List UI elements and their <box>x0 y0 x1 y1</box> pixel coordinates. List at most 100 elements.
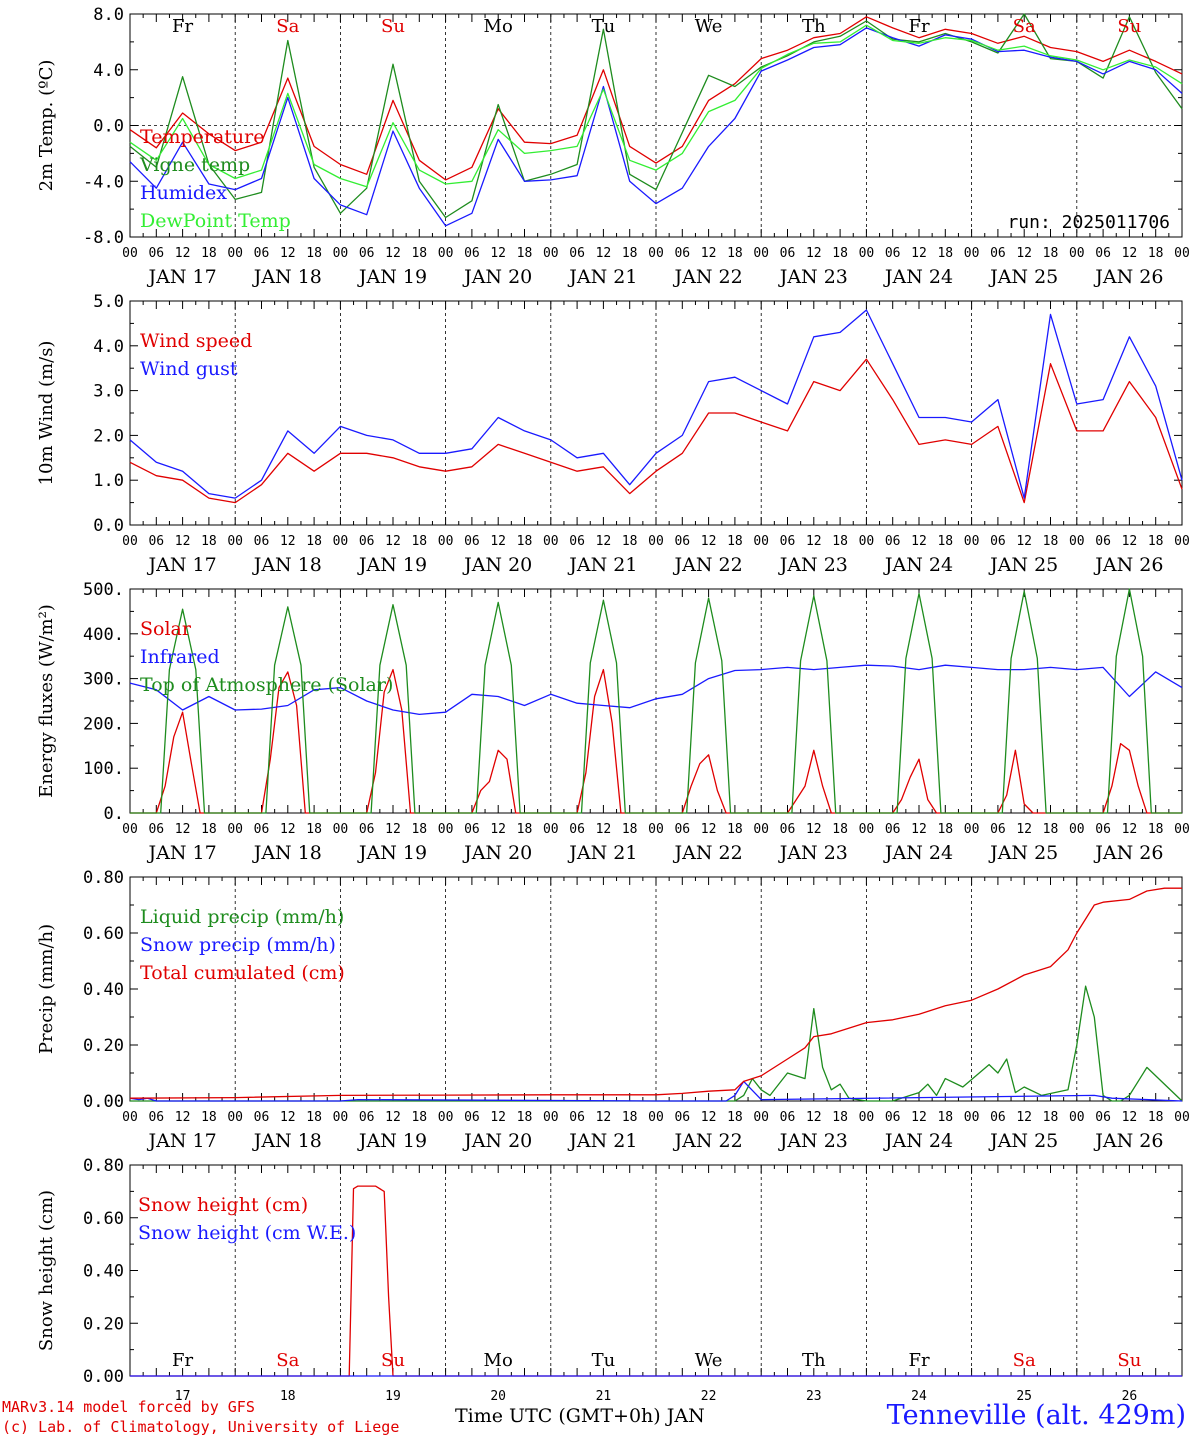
hour-tick-label: 00 <box>1069 534 1085 549</box>
day-number: 18 <box>280 1389 296 1400</box>
hour-tick-label: 18 <box>937 1110 953 1125</box>
hour-tick-label: 06 <box>674 822 690 837</box>
date-label: JAN 26 <box>1093 842 1163 864</box>
hour-tick-label: 00 <box>333 1110 349 1125</box>
hour-tick-label: 18 <box>622 246 638 261</box>
hour-tick-label: 12 <box>701 246 717 261</box>
hour-tick-label: 12 <box>280 1110 296 1125</box>
hour-tick-label: 18 <box>727 246 743 261</box>
hour-tick-label: 00 <box>753 1110 769 1125</box>
hour-tick-label: 18 <box>832 246 848 261</box>
series-line <box>129 309 1183 499</box>
panel-frame <box>129 300 1183 526</box>
hour-tick-label: 18 <box>517 822 533 837</box>
hour-tick-label: 06 <box>1095 822 1111 837</box>
hour-tick-label: 00 <box>122 534 138 549</box>
hour-tick-label: 18 <box>832 534 848 549</box>
day-abbr: Tu <box>592 16 616 37</box>
hour-tick-label: 00 <box>438 246 454 261</box>
hour-tick-label: 06 <box>464 534 480 549</box>
hour-tick-label: 00 <box>543 246 559 261</box>
hour-tick-label: 06 <box>1095 1110 1111 1125</box>
day-abbr: Fr <box>172 1350 193 1371</box>
day-abbr: We <box>695 1350 723 1371</box>
date-label: JAN 23 <box>778 554 848 576</box>
hour-tick-label: 18 <box>832 822 848 837</box>
legend-entry: Temperature <box>140 126 264 148</box>
hour-tick-label: 12 <box>385 1110 401 1125</box>
hour-tick-label: 00 <box>964 1110 980 1125</box>
hour-tick-label: 06 <box>885 1110 901 1125</box>
hour-tick-label: 00 <box>438 534 454 549</box>
hour-tick-label: 06 <box>359 246 375 261</box>
date-label: JAN 22 <box>673 554 743 576</box>
legend-entry: Liquid precip (mm/h) <box>140 906 344 928</box>
date-label: JAN 17 <box>147 266 217 288</box>
hour-tick-label: 06 <box>569 1110 585 1125</box>
hour-tick-label: 18 <box>306 1110 322 1125</box>
y-tick-label: 100. <box>83 759 124 779</box>
hour-tick-label: 06 <box>990 822 1006 837</box>
y-tick-label: -4.0 <box>83 172 124 192</box>
series-line <box>129 24 1183 188</box>
y-tick-label: 0.0 <box>93 516 124 536</box>
date-label: JAN 17 <box>147 842 217 864</box>
y-axis-label: Snow height (cm) <box>36 1190 57 1351</box>
y-tick-label: 0.20 <box>83 1314 124 1334</box>
lab-credit: (c) Lab. of Climatology, University of L… <box>2 1418 400 1436</box>
hour-tick-label: 06 <box>674 534 690 549</box>
day-abbr: Su <box>381 1350 405 1371</box>
y-axis-label: Energy fluxes (W/m²) <box>36 604 57 798</box>
hour-tick-label: 06 <box>148 822 164 837</box>
y-axis-label: 2m Temp. (ºC) <box>36 60 57 192</box>
hour-tick-label: 00 <box>122 822 138 837</box>
panel-energy: 0. 100. 200. 300. 400. 500. Energy fluxes (W/m… <box>36 580 1190 864</box>
hour-tick-label: 18 <box>727 822 743 837</box>
day-number: 20 <box>490 1389 506 1400</box>
y-tick-label: 200. <box>83 714 124 734</box>
date-label: JAN 24 <box>883 266 953 288</box>
hour-tick-label: 12 <box>1122 534 1138 549</box>
hour-tick-label: 00 <box>964 534 980 549</box>
hour-tick-label: 00 <box>1174 1110 1190 1125</box>
hour-tick-label: 00 <box>543 822 559 837</box>
hour-tick-label: 18 <box>727 534 743 549</box>
hour-tick-label: 12 <box>1122 1110 1138 1125</box>
hour-tick-label: 18 <box>937 534 953 549</box>
date-label: JAN 18 <box>252 266 322 288</box>
hour-tick-label: 00 <box>1069 822 1085 837</box>
y-tick-label: 2.0 <box>93 426 124 446</box>
hour-tick-label: 06 <box>254 822 270 837</box>
hour-tick-label: 00 <box>648 534 664 549</box>
hour-tick-label: 12 <box>490 534 506 549</box>
hour-tick-label: 12 <box>806 246 822 261</box>
hour-tick-label: 12 <box>1016 246 1032 261</box>
hour-tick-label: 12 <box>385 534 401 549</box>
date-label: JAN 26 <box>1093 266 1163 288</box>
day-number: 22 <box>701 1389 717 1400</box>
day-number: 23 <box>806 1389 822 1400</box>
date-label: JAN 20 <box>462 554 532 576</box>
y-tick-label: 0.00 <box>83 1367 124 1387</box>
time-axis-title: Time UTC (GMT+0h) JAN <box>455 1405 705 1427</box>
hour-tick-label: 18 <box>411 246 427 261</box>
hour-tick-label: 06 <box>569 246 585 261</box>
hour-tick-label: 18 <box>306 822 322 837</box>
hour-tick-label: 12 <box>280 246 296 261</box>
date-label: JAN 22 <box>673 842 743 864</box>
y-tick-label: 5.0 <box>93 292 124 312</box>
y-tick-label: 1.0 <box>93 471 124 491</box>
hour-tick-label: 00 <box>227 246 243 261</box>
day-abbr: Mo <box>484 16 513 37</box>
hour-tick-label: 18 <box>306 534 322 549</box>
day-number: 19 <box>385 1389 401 1400</box>
hour-tick-label: 12 <box>280 534 296 549</box>
hour-tick-label: 18 <box>201 534 217 549</box>
hour-tick-label: 12 <box>175 822 191 837</box>
legend-entry: Snow height (cm W.E.) <box>138 1222 356 1244</box>
hour-tick-label: 18 <box>1043 246 1059 261</box>
day-abbr: Sa <box>276 16 299 37</box>
hour-tick-label: 12 <box>1016 822 1032 837</box>
day-number: 21 <box>596 1389 612 1400</box>
hour-tick-label: 12 <box>701 822 717 837</box>
